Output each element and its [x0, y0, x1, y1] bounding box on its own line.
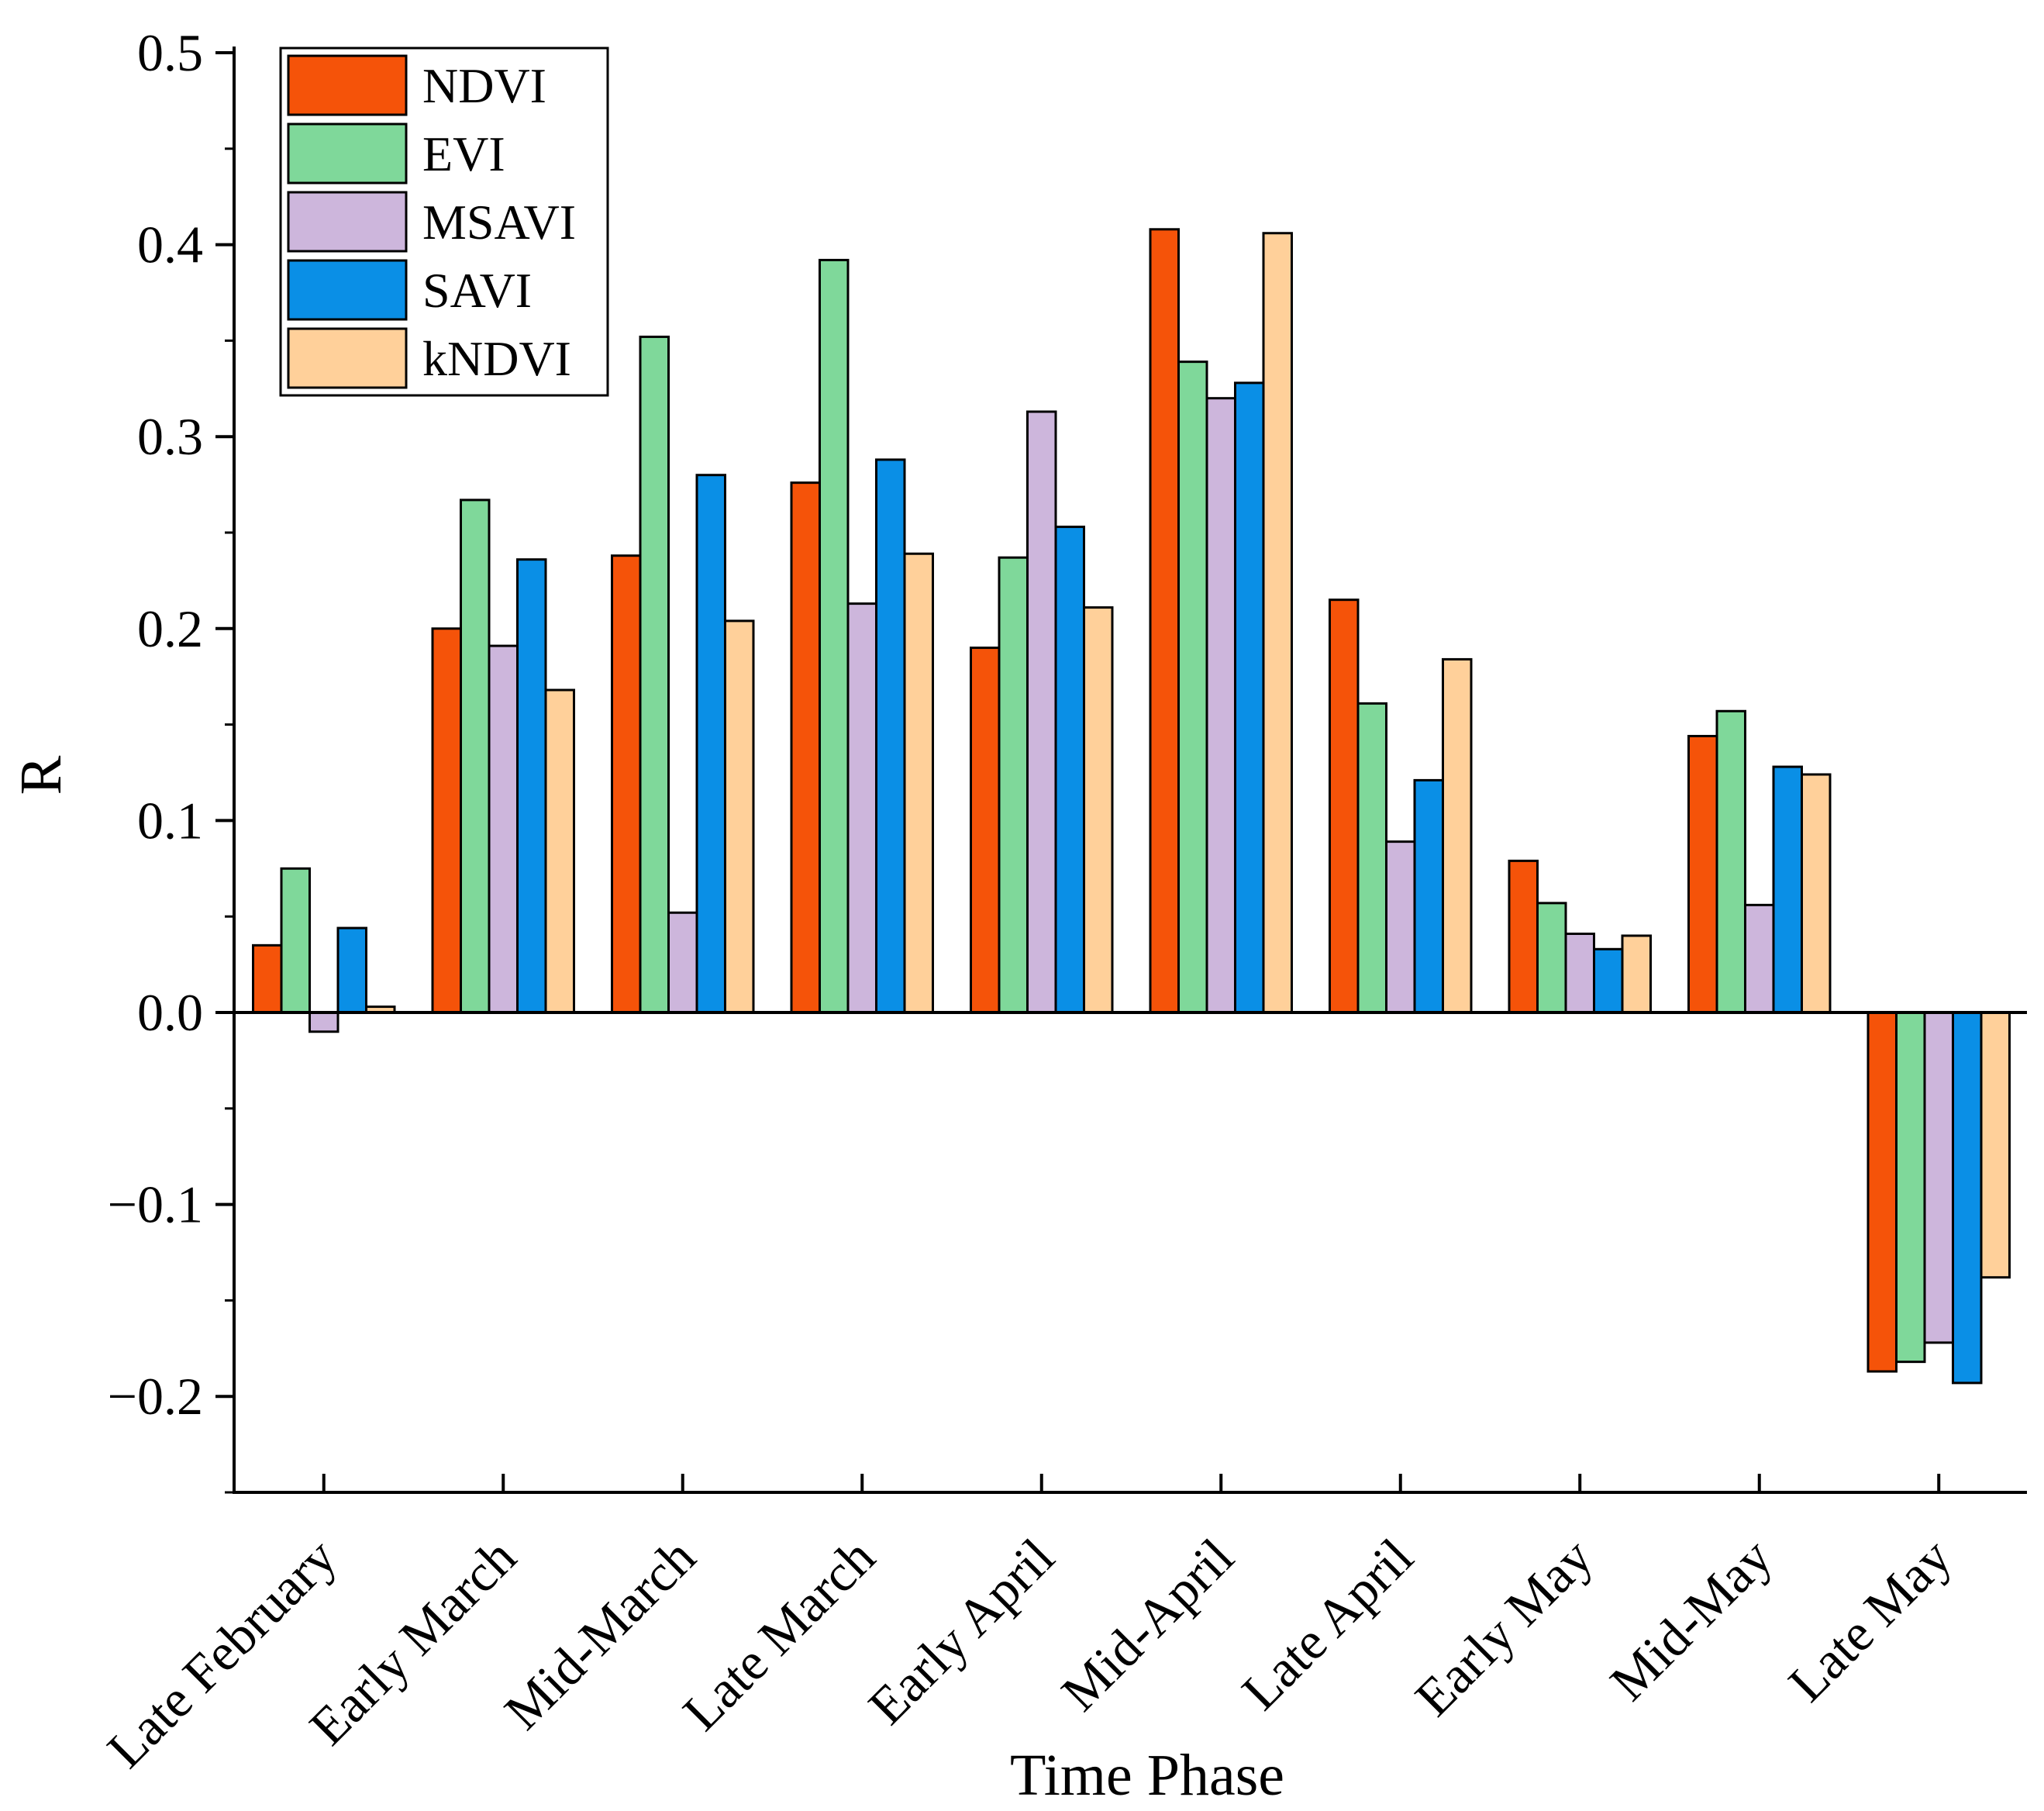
bar-msavi-8	[1744, 903, 1775, 1014]
legend-label-kndvi: kNDVI	[422, 331, 571, 386]
x-axis-title: Time Phase	[1010, 1743, 1284, 1808]
bar-evi-7	[1536, 902, 1567, 1014]
y-tick-label: −0.2	[108, 1367, 203, 1426]
bar-ndvi-9	[1866, 1011, 1898, 1373]
bar-msavi-2	[667, 911, 698, 1014]
y-tick-label: 0.1	[137, 791, 203, 850]
bar-savi-7	[1593, 947, 1624, 1014]
legend-swatch-kndvi	[287, 327, 408, 389]
bar-ndvi-1	[431, 627, 462, 1014]
bar-kndvi-2	[724, 619, 755, 1014]
legend-label-ndvi: NDVI	[422, 58, 546, 113]
bar-savi-0	[336, 926, 367, 1014]
bar-msavi-5	[1205, 397, 1236, 1014]
bar-evi-4	[998, 556, 1029, 1014]
bar-savi-1	[516, 558, 547, 1014]
y-axis-title: R	[9, 755, 74, 795]
bar-msavi-0	[308, 1011, 340, 1033]
bar-msavi-4	[1026, 410, 1057, 1014]
legend: NDVI EVI MSAVI SAVI kNDVI	[279, 47, 609, 397]
legend-swatch-msavi	[287, 191, 408, 253]
bar-ndvi-8	[1687, 734, 1718, 1014]
y-tick-label: 0.2	[137, 599, 203, 658]
x-tick-label: Late April	[1230, 1527, 1424, 1721]
bar-kndvi-9	[1980, 1011, 2011, 1279]
bar-ndvi-0	[252, 943, 283, 1014]
y-tick-label: 0.4	[137, 216, 203, 274]
bar-ndvi-7	[1508, 859, 1539, 1014]
bar-kndvi-6	[1442, 657, 1473, 1014]
bars-group	[252, 228, 2011, 1385]
bar-savi-8	[1772, 765, 1803, 1014]
legend-label-msavi: MSAVI	[422, 195, 576, 250]
legend-label-savi: SAVI	[422, 263, 532, 318]
bar-kndvi-4	[1083, 606, 1114, 1014]
legend-swatch-ndvi	[287, 54, 408, 116]
bar-ndvi-3	[790, 481, 821, 1014]
bar-savi-3	[875, 458, 906, 1014]
bar-ndvi-4	[970, 647, 1001, 1014]
bar-evi-8	[1715, 709, 1746, 1014]
bar-kndvi-5	[1262, 232, 1293, 1014]
bar-msavi-6	[1385, 840, 1416, 1014]
bar-evi-2	[639, 335, 670, 1014]
y-tick-label: −0.1	[108, 1175, 203, 1234]
bar-kndvi-3	[903, 552, 934, 1014]
x-tick-label: Late March	[671, 1527, 886, 1742]
bar-savi-2	[695, 474, 726, 1014]
bar-msavi-7	[1564, 932, 1595, 1014]
legend-label-evi: EVI	[422, 126, 505, 181]
bar-kndvi-8	[1801, 773, 1832, 1014]
bar-msavi-1	[488, 644, 519, 1014]
bar-savi-6	[1413, 778, 1444, 1014]
bar-ndvi-6	[1329, 598, 1360, 1014]
bar-evi-0	[280, 867, 311, 1014]
y-tick-label: 0.5	[137, 23, 203, 82]
bar-savi-5	[1234, 381, 1265, 1014]
x-tick-label: Early April	[857, 1527, 1066, 1736]
x-tick-label: Late February	[96, 1527, 348, 1779]
y-tick-label: 0.3	[137, 407, 203, 466]
x-tick-label: Mid-April	[1050, 1527, 1244, 1722]
bar-msavi-3	[846, 602, 877, 1014]
legend-swatch-savi	[287, 259, 408, 321]
y-tick-label: 0.0	[137, 983, 203, 1042]
legend-swatch-evi	[287, 122, 408, 185]
bar-evi-3	[819, 258, 850, 1014]
bar-msavi-9	[1923, 1011, 1954, 1344]
bar-ndvi-2	[611, 554, 642, 1014]
bar-evi-6	[1356, 702, 1387, 1014]
bar-savi-9	[1952, 1011, 1983, 1385]
bar-evi-1	[460, 498, 491, 1014]
x-tick-label: Mid-March	[493, 1527, 706, 1740]
bar-evi-5	[1177, 360, 1208, 1014]
bar-evi-9	[1895, 1011, 1926, 1364]
bar-ndvi-5	[1149, 228, 1180, 1014]
bar-savi-4	[1054, 526, 1085, 1014]
x-tick-label: Mid-May	[1598, 1527, 1783, 1712]
x-tick-label: Late May	[1777, 1527, 1963, 1713]
bar-kndvi-7	[1621, 934, 1652, 1014]
bar-kndvi-1	[544, 688, 575, 1014]
x-tick-label: Early May	[1404, 1527, 1604, 1727]
